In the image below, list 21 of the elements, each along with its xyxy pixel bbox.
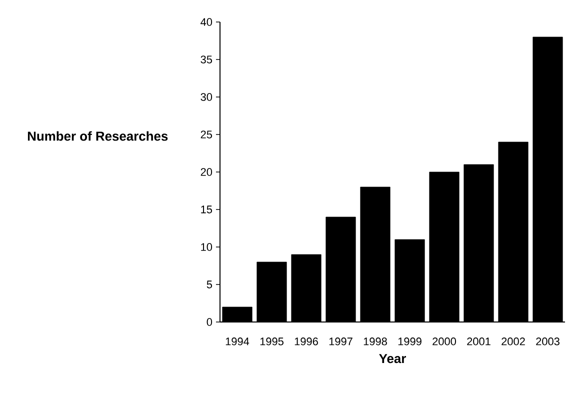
x-tick-label: 2002 — [502, 338, 525, 346]
y-tick-label: 35 — [200, 56, 212, 64]
y-tick-label: 20 — [200, 168, 212, 176]
y-tick-label: 10 — [201, 243, 212, 251]
y-tick-label: 40 — [200, 18, 212, 26]
x-tick-label: 1995 — [260, 338, 284, 346]
x-tick-label: 1998 — [364, 338, 387, 346]
x-tick-label: 2000 — [432, 338, 456, 346]
x-tick-label: 1994 — [226, 338, 250, 346]
y-tick-label: 5 — [206, 280, 212, 288]
y-tick-label: 15 — [201, 206, 212, 214]
x-tick-label: 1999 — [398, 338, 422, 346]
x-tick-label: 2003 — [536, 338, 560, 346]
x-tick-label: 1997 — [329, 338, 352, 346]
x-axis-title: Year — [379, 354, 406, 364]
y-tick-label: 0 — [206, 318, 212, 326]
x-tick-label: 2001 — [467, 338, 490, 346]
y-tick-label: 25 — [200, 130, 212, 138]
x-tick-label: 1996 — [294, 338, 318, 346]
y-tick-label: 30 — [200, 93, 212, 101]
y-axis-title: Number of Researches — [28, 131, 168, 141]
